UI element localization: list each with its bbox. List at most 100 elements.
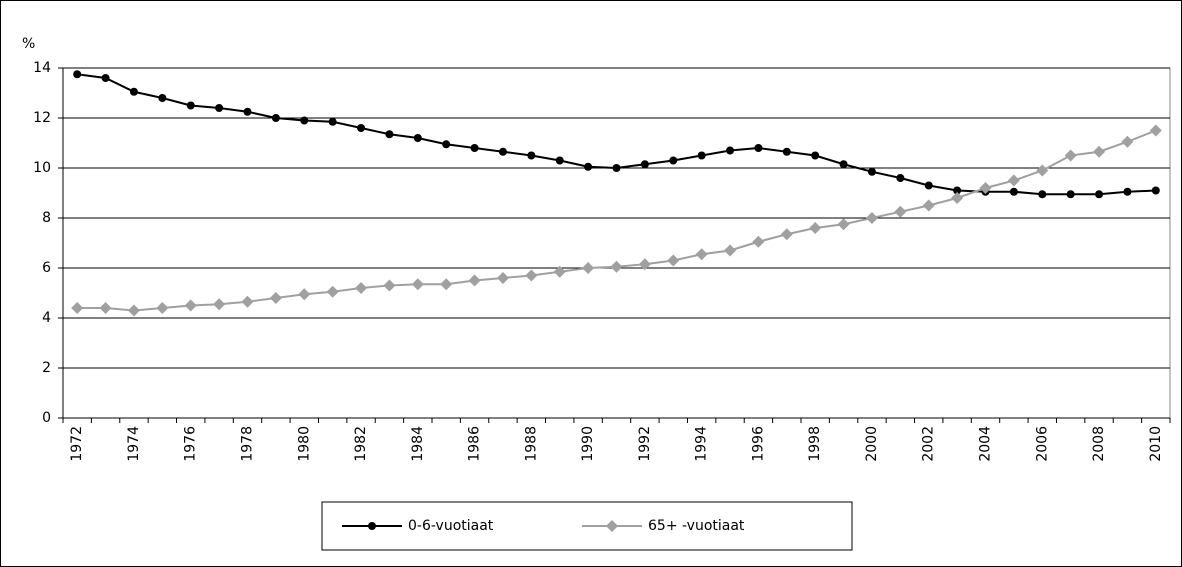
x-tick-label: 1998 [807, 426, 823, 462]
point [1038, 190, 1047, 199]
point [73, 70, 82, 79]
point [610, 260, 623, 273]
point [1121, 135, 1134, 148]
x-tick-label: 2002 [921, 426, 937, 462]
y-tick-label: 4 [42, 310, 51, 326]
point [780, 228, 793, 241]
point [726, 146, 735, 155]
legend-label: 65+ -vuotiaat [648, 518, 745, 534]
point [951, 192, 964, 204]
point [640, 160, 649, 169]
point [582, 262, 595, 274]
x-tick-label: 1984 [410, 426, 426, 462]
point [782, 147, 791, 156]
point [953, 186, 962, 195]
point [894, 205, 907, 218]
x-tick-label: 1982 [353, 426, 369, 462]
point [385, 130, 394, 139]
point [867, 167, 876, 176]
y-tick-label: 12 [33, 110, 51, 126]
point [553, 265, 566, 278]
point [837, 218, 850, 231]
point [184, 299, 197, 312]
y-axis-label: % [22, 36, 35, 52]
point [638, 258, 651, 271]
point [752, 235, 765, 248]
point [355, 282, 368, 294]
x-tick-label: 1976 [183, 426, 199, 462]
y-tick-label: 0 [42, 410, 51, 426]
point [697, 151, 706, 160]
point [1151, 186, 1160, 195]
point [328, 117, 337, 126]
x-tick-label: 1974 [126, 426, 142, 462]
point [1123, 187, 1132, 196]
point [271, 114, 280, 122]
y-tick-label: 2 [42, 360, 51, 376]
point [896, 174, 905, 182]
point [357, 124, 366, 132]
y-tick-label: 14 [33, 60, 51, 76]
x-tick-label: 2006 [1034, 426, 1050, 462]
point [754, 144, 763, 152]
legend-label: 0-6-vuotiaat [408, 518, 494, 534]
point [612, 164, 621, 172]
point [809, 222, 822, 234]
point [1007, 174, 1020, 187]
point [922, 199, 935, 212]
x-tick-label: 1990 [580, 426, 596, 462]
point [1064, 149, 1077, 162]
point [496, 272, 509, 284]
x-tick-label: 1972 [69, 426, 85, 462]
y-tick-label: 10 [33, 160, 51, 176]
point [1009, 187, 1018, 196]
point [695, 248, 708, 261]
point [127, 304, 140, 317]
x-tick-label: 2000 [864, 426, 880, 462]
x-tick-label: 1986 [467, 426, 483, 462]
x-tick-label: 2004 [978, 426, 994, 462]
point [243, 107, 252, 116]
point [269, 292, 282, 304]
point [383, 279, 396, 292]
point [440, 278, 453, 291]
point [865, 212, 878, 224]
x-tick-label: 1980 [296, 426, 312, 462]
point [498, 147, 507, 156]
point [1093, 145, 1106, 158]
point [411, 278, 424, 291]
legend-marker [368, 522, 376, 530]
point [1095, 190, 1104, 199]
point [669, 156, 678, 165]
point [1036, 164, 1049, 177]
point [839, 160, 848, 169]
point [979, 182, 992, 194]
point [442, 140, 451, 149]
point [924, 181, 933, 190]
x-tick-label: 2010 [1148, 426, 1164, 462]
point [215, 104, 224, 112]
point [555, 156, 564, 165]
x-tick-label: 1988 [523, 426, 539, 462]
point [468, 274, 481, 287]
point [326, 285, 339, 298]
point [99, 302, 112, 314]
y-tick-label: 8 [42, 210, 51, 226]
x-tick-label: 1996 [750, 426, 766, 462]
point [213, 298, 226, 311]
point [300, 116, 309, 125]
point [527, 151, 536, 160]
point [129, 87, 138, 96]
point [584, 162, 593, 171]
point [1149, 124, 1162, 137]
point [158, 94, 167, 102]
point [298, 288, 311, 301]
point [667, 254, 680, 267]
x-tick-label: 1992 [637, 426, 653, 462]
point [470, 144, 479, 152]
point [525, 269, 538, 282]
x-tick-label: 1994 [694, 426, 710, 462]
point [811, 151, 820, 160]
